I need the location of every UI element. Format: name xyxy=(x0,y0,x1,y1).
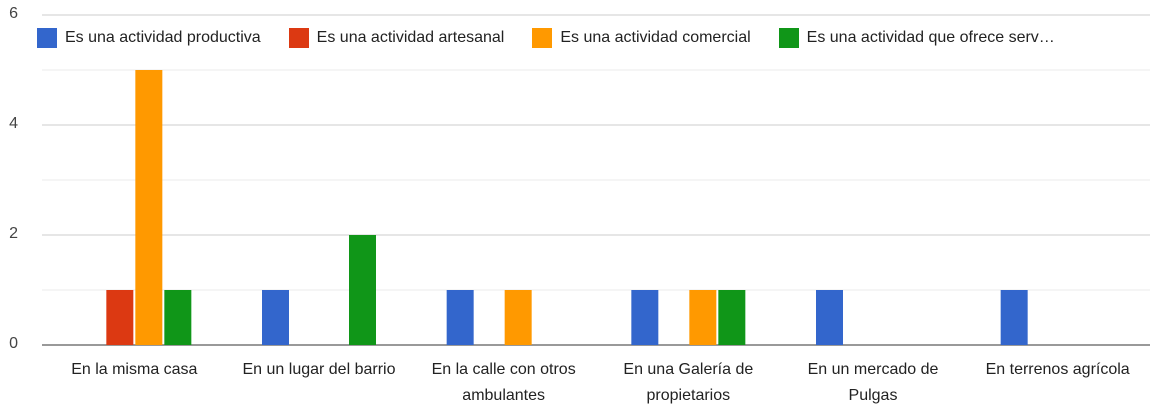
bar xyxy=(106,290,134,345)
legend-swatch xyxy=(37,28,57,48)
legend-item: Es una actividad que ofrece serv… xyxy=(778,28,1055,48)
bar xyxy=(446,290,474,345)
x-tick-label: En un mercado de Pulgas xyxy=(807,361,939,404)
legend-swatch xyxy=(778,28,799,48)
bar xyxy=(164,290,192,345)
legend-label: Es una actividad que ofrece serv… xyxy=(806,29,1055,46)
bar xyxy=(1000,290,1028,345)
bar xyxy=(135,70,163,345)
legend-swatch xyxy=(288,28,309,48)
bar xyxy=(718,290,746,345)
legend: Es una actividad productiva Es una activi… xyxy=(37,28,1055,48)
x-tick-label: En un lugar del barrio xyxy=(242,361,396,378)
y-tick-label: 4 xyxy=(9,115,18,132)
legend-item: Es una actividad comercial xyxy=(532,28,751,48)
legend-label: Es una actividad artesanal xyxy=(316,29,505,46)
legend-label: Es una actividad comercial xyxy=(560,29,751,46)
bar xyxy=(689,290,717,345)
legend-item: Es una actividad artesanal xyxy=(288,28,505,48)
bar xyxy=(262,290,289,345)
bar xyxy=(816,290,843,345)
y-tick-label: 6 xyxy=(9,5,18,22)
x-tick-label: En terrenos agrícola xyxy=(985,361,1130,378)
legend-item: Es una actividad productiva xyxy=(37,28,261,48)
bar xyxy=(631,290,659,345)
y-tick-label: 0 xyxy=(9,335,18,352)
y-tick-label: 2 xyxy=(9,225,18,242)
bar xyxy=(504,290,532,345)
legend-label: Es una actividad productiva xyxy=(65,29,261,46)
x-tick-label: En la calle con otros ambulantes xyxy=(431,361,576,404)
x-tick-label: En una Galería de propietarios xyxy=(623,361,754,404)
bar xyxy=(349,235,376,345)
legend-swatch xyxy=(532,28,553,48)
x-tick-label: En la misma casa xyxy=(71,361,198,378)
